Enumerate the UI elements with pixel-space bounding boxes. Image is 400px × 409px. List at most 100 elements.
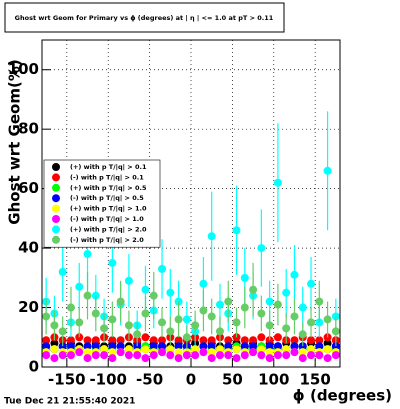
- marker: [282, 345, 291, 354]
- marker: [182, 333, 191, 342]
- marker: [257, 309, 266, 318]
- marker: [199, 348, 208, 357]
- marker: [224, 342, 233, 351]
- marker: [240, 351, 249, 360]
- marker: [273, 300, 282, 309]
- marker: [315, 342, 324, 351]
- marker: [315, 297, 324, 306]
- marker: [50, 339, 59, 348]
- marker: [141, 285, 150, 294]
- marker: [331, 351, 340, 360]
- marker: [199, 336, 208, 345]
- marker: [50, 345, 59, 354]
- marker: [158, 318, 167, 327]
- marker: [232, 345, 241, 354]
- legend-label: (+) with p T/|q| > 2.0: [70, 225, 147, 234]
- marker: [158, 336, 167, 345]
- marker: [108, 348, 117, 357]
- legend-marker: [52, 163, 60, 171]
- marker: [273, 333, 282, 342]
- marker: [215, 327, 224, 336]
- marker: [66, 303, 75, 312]
- y-tick-label: 100: [8, 60, 39, 78]
- marker: [116, 342, 125, 351]
- marker: [149, 291, 158, 300]
- x-tick-label: -100: [89, 371, 127, 389]
- marker: [207, 354, 216, 363]
- marker: [298, 354, 307, 363]
- marker: [75, 318, 84, 327]
- marker: [83, 342, 92, 351]
- marker: [315, 351, 324, 360]
- marker: [273, 342, 282, 351]
- x-axis-label: ϕ (degrees): [293, 387, 392, 405]
- marker: [257, 244, 266, 253]
- marker: [315, 336, 324, 345]
- y-tick-label: 80: [18, 120, 39, 138]
- marker: [240, 273, 249, 282]
- marker: [207, 342, 216, 351]
- marker: [199, 279, 208, 288]
- legend-marker: [52, 194, 60, 203]
- marker: [174, 315, 183, 324]
- marker: [108, 354, 117, 363]
- marker: [323, 354, 332, 363]
- marker: [166, 351, 175, 360]
- legend-label: (-) with p T/|q| > 1.0: [70, 215, 144, 224]
- marker: [50, 321, 59, 330]
- marker: [116, 336, 125, 345]
- marker: [191, 345, 200, 354]
- chart-title: Ghost wrt Geom for Primary vs ϕ (degrees…: [15, 14, 274, 23]
- marker: [149, 342, 158, 351]
- marker: [58, 267, 67, 276]
- plot-border: [41, 39, 341, 368]
- marker: [124, 351, 133, 360]
- marker: [249, 336, 258, 345]
- timestamp: Tue Dec 21 21:55:40 2021: [4, 397, 135, 407]
- marker: [116, 297, 125, 306]
- marker: [191, 321, 200, 330]
- marker: [298, 348, 307, 357]
- marker: [91, 309, 100, 318]
- legend-marker: [52, 235, 60, 244]
- marker: [307, 336, 316, 345]
- marker: [174, 348, 183, 357]
- marker: [91, 351, 100, 360]
- marker: [166, 327, 175, 336]
- marker: [91, 342, 100, 351]
- y-axis-label: Ghost wrt Geom(%): [6, 59, 24, 224]
- x-tick-label: 0: [186, 371, 196, 389]
- marker: [265, 342, 274, 351]
- marker: [199, 306, 208, 315]
- marker: [141, 333, 150, 342]
- marker: [249, 348, 258, 357]
- marker: [58, 351, 67, 360]
- legend-marker: [52, 204, 60, 213]
- marker: [215, 351, 224, 360]
- marker: [108, 258, 117, 267]
- marker: [91, 336, 100, 345]
- marker: [124, 321, 133, 330]
- marker: [66, 336, 75, 345]
- marker: [166, 345, 175, 354]
- marker: [331, 327, 340, 336]
- marker: [174, 354, 183, 363]
- marker: [282, 351, 291, 360]
- y-tick-label: 40: [18, 239, 39, 257]
- marker: [323, 315, 332, 324]
- marker: [240, 336, 249, 345]
- marker: [307, 351, 316, 360]
- marker: [141, 345, 150, 354]
- marker: [42, 351, 51, 360]
- marker: [207, 232, 216, 241]
- marker: [207, 312, 216, 321]
- legend-marker: [52, 215, 60, 223]
- marker: [108, 342, 117, 351]
- legend-label: (-) with p T/|q| > 0.1: [70, 173, 144, 182]
- marker: [66, 351, 75, 360]
- marker: [249, 285, 258, 294]
- legend-marker: [52, 183, 60, 192]
- marker: [158, 348, 167, 357]
- marker: [124, 276, 133, 285]
- marker: [75, 282, 84, 291]
